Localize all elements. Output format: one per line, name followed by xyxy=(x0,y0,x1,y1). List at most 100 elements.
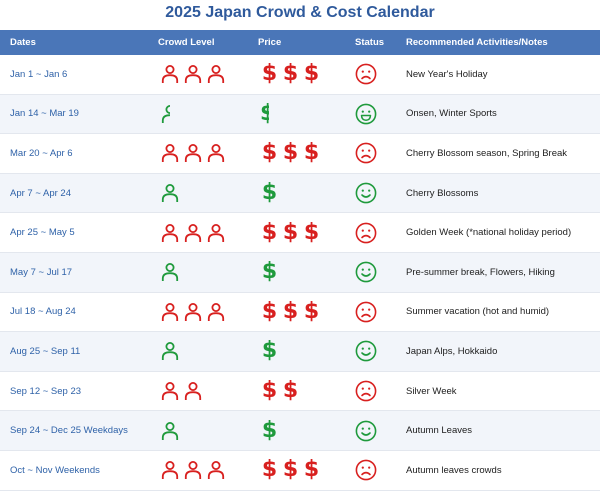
crowd-level xyxy=(160,95,170,134)
date-range: Jan 14 ~ Mar 19 xyxy=(10,108,79,120)
dollar-icon: $ xyxy=(282,378,299,404)
dollar-icon: $ xyxy=(303,61,320,87)
person-icon xyxy=(160,341,180,361)
table-body: Jan 1 ~ Jan 6 $ $ $ New Year's Holiday Jan 14… xyxy=(0,55,600,491)
dollar-icon: $ xyxy=(261,140,278,166)
price-level: $ xyxy=(260,332,279,371)
status-sad-face-icon xyxy=(355,213,377,252)
dollar-icon: $ xyxy=(303,219,320,245)
dollar-icon: $ xyxy=(282,140,299,166)
date-range: Apr 25 ~ May 5 xyxy=(10,227,75,239)
crowd-level xyxy=(160,372,203,411)
crowd-level xyxy=(160,213,226,252)
person-icon xyxy=(183,460,203,480)
date-range: Mar 20 ~ Apr 6 xyxy=(10,147,73,159)
dollar-icon: $ xyxy=(282,219,299,245)
face-icon xyxy=(355,380,377,402)
date-range: Jan 1 ~ Jan 6 xyxy=(10,68,68,80)
person-icon xyxy=(160,262,180,282)
status-sad-face-icon xyxy=(355,55,377,94)
person-icon xyxy=(206,302,226,322)
activity-notes: Japan Alps, Hokkaido xyxy=(406,345,498,357)
face-icon xyxy=(355,222,377,244)
dollar-icon: $ xyxy=(261,378,278,404)
person-icon xyxy=(183,223,203,243)
price-level: $ $ $ xyxy=(260,451,321,490)
status-sad-face-icon xyxy=(355,372,377,411)
dollar-icon: $ xyxy=(303,140,320,166)
table-row: Sep 24 ~ Dec 25 Weekdays $ Autumn Leaves xyxy=(0,411,600,451)
activity-notes: Pre-summer break, Flowers, Hiking xyxy=(406,266,555,278)
face-icon xyxy=(355,459,377,481)
status-happy-face-icon xyxy=(355,411,377,450)
status-sad-face-icon xyxy=(355,293,377,332)
face-icon xyxy=(355,340,377,362)
dollar-icon: $ xyxy=(303,457,320,483)
crowd-level xyxy=(160,451,226,490)
person-icon xyxy=(206,223,226,243)
header-dates: Dates xyxy=(10,37,36,48)
face-icon xyxy=(355,182,377,204)
dollar-icon: $ xyxy=(261,219,278,245)
header-crowd-level: Crowd Level xyxy=(158,37,215,48)
activity-notes: Onsen, Winter Sports xyxy=(406,108,497,120)
page-title: 2025 Japan Crowd & Cost Calendar xyxy=(165,4,435,21)
dollar-icon: $ xyxy=(282,457,299,483)
status-happy-face-icon xyxy=(355,332,377,371)
crowd-level xyxy=(160,332,180,371)
person-icon xyxy=(206,64,226,84)
price-level: $ $ xyxy=(260,372,300,411)
price-level: $ $ $ xyxy=(260,55,321,94)
header-status: Status xyxy=(355,37,385,48)
face-icon xyxy=(355,103,377,125)
date-range: Apr 7 ~ Apr 24 xyxy=(10,187,71,199)
dollar-icon: $ xyxy=(261,298,278,324)
person-icon xyxy=(183,302,203,322)
dollar-icon: $ xyxy=(282,61,299,87)
person-icon xyxy=(206,143,226,163)
person-icon xyxy=(160,460,180,480)
date-range: Sep 24 ~ Dec 25 Weekdays xyxy=(10,425,128,437)
header-price: Price xyxy=(258,37,282,48)
table-header: Dates Crowd Level Price Status Recommend… xyxy=(0,30,600,55)
table-row: May 7 ~ Jul 17 $ Pre-summer break, Flowers… xyxy=(0,252,600,293)
activity-notes: Summer vacation (hot and humid) xyxy=(406,306,550,318)
person-icon xyxy=(160,381,180,401)
table-row: Apr 25 ~ May 5 $ $ $ Golden Week (*national … xyxy=(0,213,600,253)
dollar-icon: $ xyxy=(261,259,278,285)
crowd-level xyxy=(160,174,180,213)
person-icon xyxy=(160,104,170,124)
person-icon xyxy=(160,302,180,322)
face-icon xyxy=(355,261,377,283)
status-happy-face-icon xyxy=(355,253,377,292)
table-row: Aug 25 ~ Sep 11 $ Japan Alps, Hokkaido xyxy=(0,332,600,372)
face-icon xyxy=(355,142,377,164)
date-range: May 7 ~ Jul 17 xyxy=(10,266,73,278)
date-range: Jul 18 ~ Aug 24 xyxy=(10,306,76,318)
crowd-level xyxy=(160,293,226,332)
person-icon xyxy=(183,143,203,163)
activity-notes: Cherry Blossoms xyxy=(406,187,479,199)
price-level: $ xyxy=(260,95,269,134)
person-icon xyxy=(206,460,226,480)
price-level: $ xyxy=(260,174,279,213)
price-level: $ xyxy=(260,253,279,292)
status-happy-face-icon xyxy=(355,174,377,213)
table-row: Oct ~ Nov Weekends $ $ $ Autumn leaves crowd… xyxy=(0,451,600,491)
activity-notes: Autumn Leaves xyxy=(406,425,473,437)
person-icon xyxy=(160,143,180,163)
dollar-icon: $ xyxy=(261,338,278,364)
person-icon xyxy=(183,381,203,401)
status-sad-face-icon xyxy=(355,134,377,173)
person-icon xyxy=(160,421,180,441)
face-icon xyxy=(355,420,377,442)
person-icon xyxy=(183,64,203,84)
table-row: Apr 7 ~ Apr 24 $ Cherry Blossoms xyxy=(0,173,600,214)
table-row: Jan 1 ~ Jan 6 $ $ $ New Year's Holiday xyxy=(0,55,600,95)
activity-notes: Golden Week (*national holiday period) xyxy=(406,227,572,239)
face-icon xyxy=(355,63,377,85)
face-icon xyxy=(355,301,377,323)
dollar-icon: $ xyxy=(282,298,299,324)
person-icon xyxy=(160,183,180,203)
price-level: $ $ $ xyxy=(260,213,321,252)
